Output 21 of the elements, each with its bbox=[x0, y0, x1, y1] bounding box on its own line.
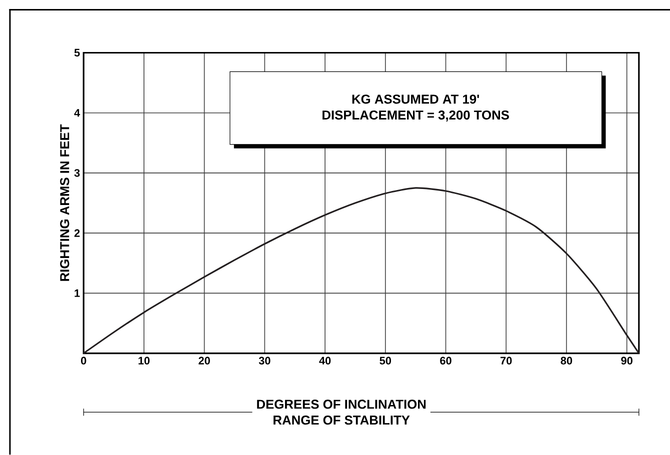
annotation: DISPLACEMENT = 3,200 TONS bbox=[322, 110, 509, 122]
x-tick-label: 40 bbox=[319, 356, 331, 365]
x-tick-label: 0 bbox=[81, 356, 86, 365]
line-series bbox=[82, 187, 640, 354]
y-tick-label: 5 bbox=[74, 49, 80, 57]
x-tick-label: 10 bbox=[138, 356, 150, 365]
y-axis-title: RIGHTING ARMS IN FEET bbox=[60, 124, 70, 282]
x-tick-label: 90 bbox=[621, 356, 632, 365]
x-tick-label: 70 bbox=[500, 356, 512, 365]
x-tick-label: 80 bbox=[560, 356, 572, 365]
text: RANGE OF STABILITY bbox=[274, 416, 410, 425]
y-tick-label: 4 bbox=[74, 109, 80, 117]
x-tick-label: 20 bbox=[198, 356, 210, 365]
annotation: KG ASSUMED AT 19' bbox=[352, 94, 479, 104]
x-axis-title: DEGREES OF INCLINATION bbox=[257, 400, 426, 409]
y-tick-label: 3 bbox=[74, 169, 80, 177]
y-tick-label: 1 bbox=[74, 290, 80, 298]
x-tick-label: 30 bbox=[258, 356, 270, 365]
x-tick-label: 50 bbox=[380, 356, 392, 365]
y-tick-label: 2 bbox=[74, 229, 80, 237]
x-tick-label: 60 bbox=[440, 356, 452, 365]
